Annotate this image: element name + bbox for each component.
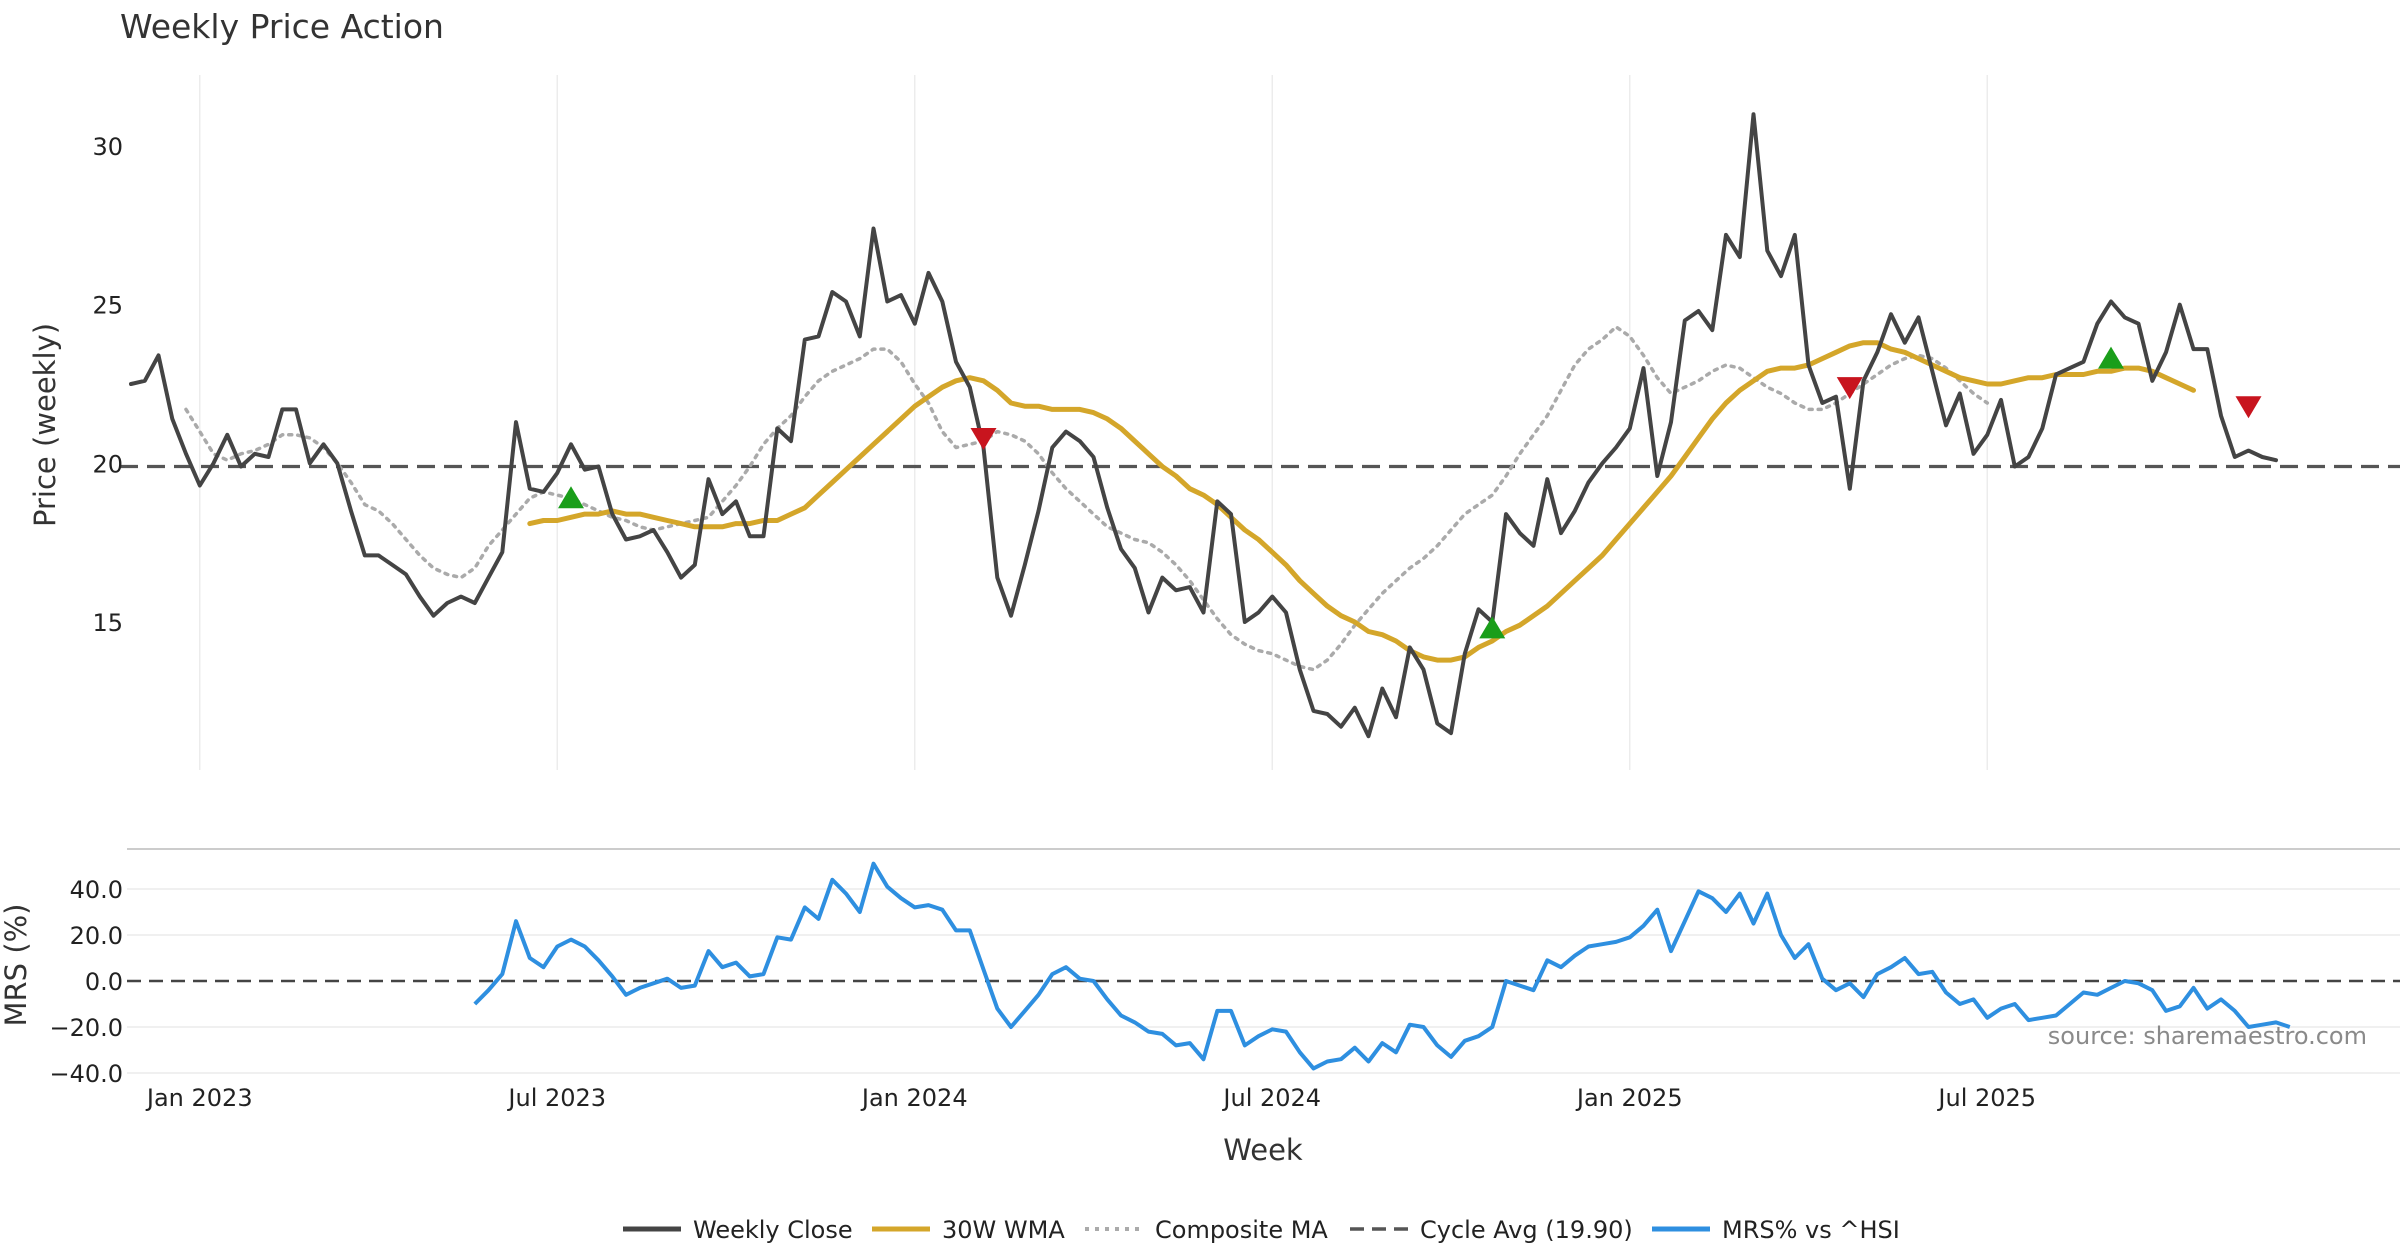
legend-label: MRS% vs ^HSI [1722,1216,1900,1244]
legend-label: 30W WMA [942,1216,1065,1244]
price-y-tick-label: 30 [92,133,123,161]
source-note: source: sharemaestro.com [2048,1022,2367,1050]
sell-signal-marker-0 [970,427,997,450]
x-tick-label: Jul 2025 [1936,1084,2036,1112]
price-y-ticks: 15 20 25 30 [92,133,123,637]
price-y-tick-label: 25 [92,292,123,320]
mrs-y-tick-label: 0.0 [85,968,123,996]
legend: Weekly Close 30W WMA Composite MA Cycle Avg… [623,1216,1900,1244]
sell-signal-marker-1 [1836,377,1863,400]
buy-signal-marker-0 [558,486,584,509]
mrs-line [473,861,2291,1071]
x-tick-label: Jul 2023 [506,1084,606,1112]
price-y-tick-label: 15 [92,609,123,637]
mrs-grid [127,888,2400,1074]
buy-signal-marker-2 [2098,346,2124,369]
price-y-axis-label: Price (weekly) [28,323,62,527]
x-tick-label: Jan 2025 [1575,1084,1683,1112]
mrs-y-axis-label: MRS (%) [0,904,33,1027]
price-series-group [120,112,2400,739]
buy-signal-marker-1 [1479,616,1506,639]
composite-ma-line [184,325,1990,672]
signal-markers [558,346,2262,639]
mrs-y-tick-label: −40.0 [49,1060,123,1088]
chart-title: Weekly Price Action [120,7,444,46]
price-y-tick-label: 20 [92,450,123,478]
weekly-close-line [129,112,2278,739]
x-tick-label: Jan 2024 [860,1084,968,1112]
mrs-y-tick-label: −20.0 [49,1014,123,1042]
legend-label: Composite MA [1155,1216,1328,1244]
mrs-y-ticks: 40.0 20.0 0.0 −20.0 −40.0 [49,876,123,1088]
wma-30w-line [527,340,2196,663]
mrs-y-tick-label: 40.0 [70,876,123,904]
x-tick-label: Jan 2023 [145,1084,253,1112]
x-ticks: Jan 2023 Jul 2023 Jan 2024 Jul 2024 Jan 2025… [145,1084,2036,1112]
mrs-y-tick-label: 20.0 [70,922,123,950]
x-axis-label: Week [1223,1133,1303,1167]
x-tick-label: Jul 2024 [1221,1084,1321,1112]
mrs-series-group [127,861,2400,1071]
legend-label: Cycle Avg (19.90) [1420,1216,1633,1244]
legend-label: Weekly Close [693,1216,853,1244]
sell-signal-marker-2 [2235,396,2262,419]
